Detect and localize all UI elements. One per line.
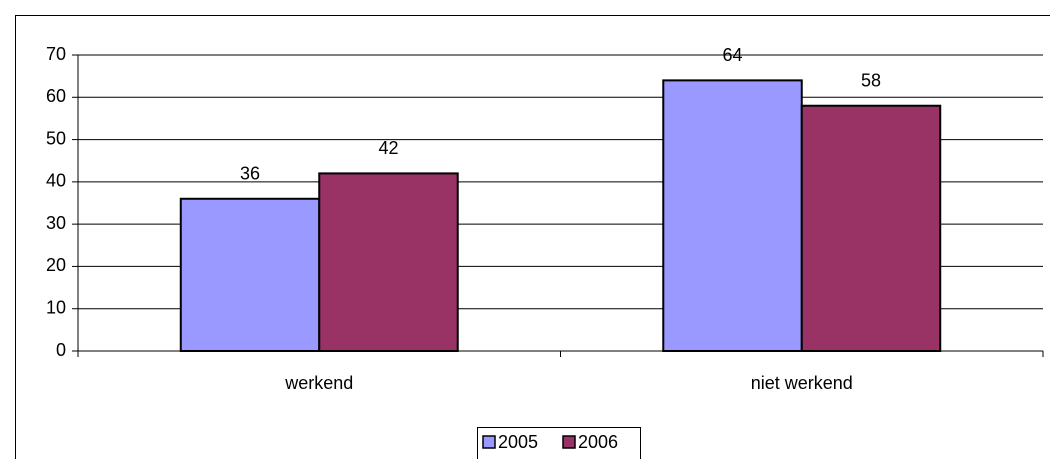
y-tick-label: 0 <box>56 340 66 360</box>
value-label: 58 <box>861 70 881 90</box>
y-tick-label: 40 <box>46 171 66 191</box>
x-tick-label: werkend <box>284 373 353 393</box>
bar <box>800 104 942 352</box>
legend-box <box>477 427 641 459</box>
value-label: 42 <box>378 138 398 158</box>
bar <box>662 79 803 352</box>
legend-swatch <box>562 435 576 449</box>
legend-label: 2006 <box>578 432 618 452</box>
y-tick-label: 10 <box>46 297 66 317</box>
bar <box>179 197 321 352</box>
x-tick-label: niet werkend <box>751 373 853 393</box>
y-tick-label: 50 <box>46 128 66 148</box>
y-tick-label: 30 <box>46 213 66 233</box>
y-tick-label: 20 <box>46 255 66 275</box>
value-label: 36 <box>240 164 260 184</box>
y-tick-label: 70 <box>46 44 66 64</box>
value-label: 64 <box>722 45 742 65</box>
bar <box>318 172 459 352</box>
legend-label: 2005 <box>498 432 538 452</box>
legend-swatch <box>482 435 496 449</box>
y-tick-label: 60 <box>46 86 66 106</box>
